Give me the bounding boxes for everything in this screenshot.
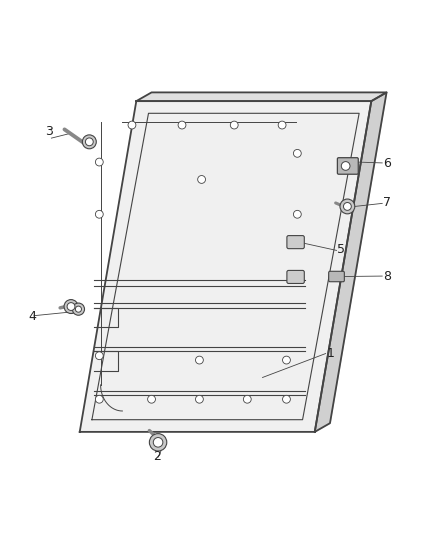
Circle shape xyxy=(244,395,251,403)
Circle shape xyxy=(283,395,290,403)
Circle shape xyxy=(198,175,205,183)
Circle shape xyxy=(283,356,290,364)
Text: 8: 8 xyxy=(383,270,391,282)
Circle shape xyxy=(195,356,203,364)
Circle shape xyxy=(85,138,93,146)
Circle shape xyxy=(293,211,301,218)
Circle shape xyxy=(178,121,186,129)
Polygon shape xyxy=(136,92,387,101)
Circle shape xyxy=(82,135,96,149)
Circle shape xyxy=(95,211,103,218)
Circle shape xyxy=(95,395,103,403)
Circle shape xyxy=(341,161,350,171)
Circle shape xyxy=(340,199,355,214)
FancyBboxPatch shape xyxy=(287,236,304,249)
Circle shape xyxy=(95,158,103,166)
Circle shape xyxy=(278,121,286,129)
Circle shape xyxy=(72,303,85,315)
Circle shape xyxy=(343,203,351,211)
Circle shape xyxy=(149,434,167,451)
Circle shape xyxy=(195,395,203,403)
Circle shape xyxy=(64,300,78,313)
FancyBboxPatch shape xyxy=(287,270,304,284)
Text: 3: 3 xyxy=(45,125,53,138)
FancyBboxPatch shape xyxy=(337,158,358,174)
Text: 7: 7 xyxy=(383,197,391,209)
Circle shape xyxy=(128,121,136,129)
Polygon shape xyxy=(315,92,387,432)
Circle shape xyxy=(148,395,155,403)
Circle shape xyxy=(293,149,301,157)
Text: 2: 2 xyxy=(153,450,161,463)
Text: 4: 4 xyxy=(28,310,36,323)
FancyBboxPatch shape xyxy=(328,271,344,282)
Text: 5: 5 xyxy=(337,244,346,256)
Circle shape xyxy=(75,306,81,312)
Circle shape xyxy=(153,438,163,447)
Text: 1: 1 xyxy=(327,347,335,360)
Circle shape xyxy=(67,303,75,310)
Text: 6: 6 xyxy=(383,157,391,170)
Circle shape xyxy=(95,352,103,360)
Circle shape xyxy=(230,121,238,129)
Polygon shape xyxy=(80,101,371,432)
